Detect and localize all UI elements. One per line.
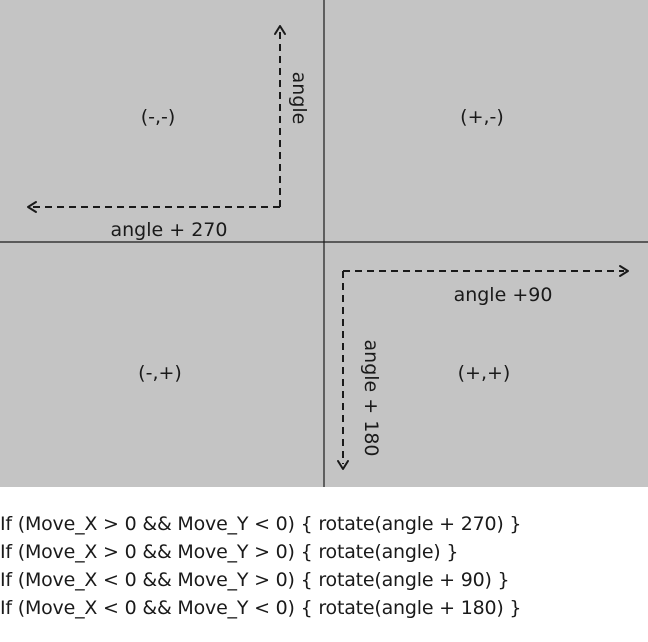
quadrant-label-top-right: (+,-) — [460, 106, 504, 128]
arrow-down-head-icon — [337, 460, 349, 470]
code-line: If (Move_X > 0 && Move_Y < 0) { rotate(a… — [0, 513, 522, 535]
arrow-label-left: angle + 270 — [111, 219, 228, 241]
code-line: If (Move_X < 0 && Move_Y > 0) { rotate(a… — [0, 569, 510, 591]
arrow-label-up: angle — [288, 72, 310, 125]
quadrant-label-bottom-right: (+,+) — [458, 362, 511, 384]
arrow-right-head-icon — [619, 265, 629, 277]
quadrant-diagram: (-,-) (+,-) (-,+) (+,+) angle angle + 27… — [0, 0, 648, 487]
code-line: If (Move_X < 0 && Move_Y < 0) { rotate(a… — [0, 597, 522, 619]
arrow-left-head-icon — [27, 201, 37, 213]
code-line: If (Move_X > 0 && Move_Y > 0) { rotate(a… — [0, 541, 459, 563]
quadrant-label-bottom-left: (-,+) — [138, 362, 182, 384]
arrow-up-head-icon — [274, 25, 286, 35]
rotation-code-block: If (Move_X > 0 && Move_Y < 0) { rotate(a… — [0, 510, 522, 622]
arrow-label-right: angle +90 — [454, 284, 553, 306]
arrow-label-down: angle + 180 — [360, 340, 382, 457]
quadrant-label-top-left: (-,-) — [141, 106, 176, 128]
